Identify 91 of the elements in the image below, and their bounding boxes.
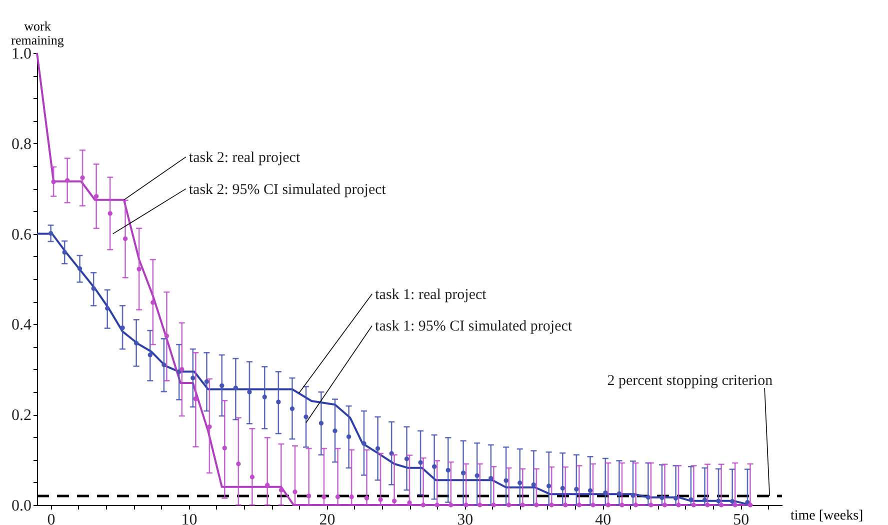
point bbox=[392, 498, 397, 504]
point bbox=[364, 496, 370, 501]
point bbox=[306, 494, 312, 498]
point bbox=[332, 428, 338, 434]
point bbox=[278, 488, 284, 492]
point bbox=[432, 464, 437, 469]
point bbox=[94, 194, 99, 199]
point bbox=[346, 434, 352, 440]
x-tick-label: 50 bbox=[733, 512, 750, 525]
point bbox=[247, 390, 252, 394]
point bbox=[120, 325, 125, 330]
point bbox=[588, 488, 593, 493]
point bbox=[460, 470, 466, 476]
point bbox=[418, 460, 423, 465]
point bbox=[262, 394, 267, 400]
point bbox=[574, 486, 579, 492]
point bbox=[65, 178, 70, 183]
point bbox=[518, 480, 522, 486]
point bbox=[322, 494, 326, 500]
point bbox=[446, 468, 450, 473]
point bbox=[236, 462, 241, 466]
y-tick-label: 0.2 bbox=[12, 407, 32, 424]
point bbox=[134, 340, 139, 346]
point bbox=[730, 499, 735, 504]
point bbox=[290, 406, 295, 412]
point bbox=[207, 424, 212, 430]
x-tick-label: 0 bbox=[47, 512, 56, 525]
annotation: task 1: 95% CI simulated project bbox=[375, 318, 573, 335]
point bbox=[504, 478, 508, 483]
y-tick-label: 1.0 bbox=[12, 46, 32, 62]
point bbox=[164, 334, 170, 338]
point bbox=[404, 456, 410, 462]
point bbox=[190, 376, 196, 380]
point bbox=[673, 496, 678, 501]
y-tick-label: 0.6 bbox=[12, 226, 32, 244]
point bbox=[630, 493, 636, 498]
annotation: 2 percent stopping criterion bbox=[607, 372, 774, 389]
point bbox=[136, 266, 142, 272]
point bbox=[603, 490, 608, 496]
point bbox=[646, 494, 651, 500]
point bbox=[378, 497, 383, 502]
point bbox=[375, 446, 380, 451]
point bbox=[180, 367, 184, 372]
point bbox=[488, 476, 494, 481]
y-tick-label: 0.4 bbox=[12, 316, 32, 334]
point bbox=[702, 498, 708, 502]
point bbox=[716, 498, 721, 504]
point bbox=[474, 473, 480, 478]
x-tick-label: 40 bbox=[595, 512, 612, 525]
point bbox=[80, 175, 85, 180]
y-tick-label: 0.0 bbox=[12, 498, 32, 514]
point bbox=[108, 211, 112, 216]
point bbox=[304, 414, 308, 420]
y-tick-label: 0.8 bbox=[12, 136, 32, 153]
point bbox=[150, 300, 156, 305]
point bbox=[148, 352, 152, 358]
point bbox=[91, 286, 96, 291]
point bbox=[531, 482, 536, 487]
point bbox=[204, 379, 210, 384]
point bbox=[660, 495, 664, 500]
x-tick-label: 30 bbox=[457, 512, 474, 525]
point bbox=[62, 250, 67, 255]
point bbox=[77, 266, 82, 271]
x-tick-label: 10 bbox=[181, 512, 198, 525]
point bbox=[162, 362, 166, 368]
annotation: task 2: 95% CI simulated project bbox=[188, 182, 387, 198]
point bbox=[335, 494, 340, 500]
point bbox=[222, 446, 227, 450]
point bbox=[616, 491, 622, 496]
point bbox=[318, 420, 324, 426]
point bbox=[349, 494, 354, 500]
annotation: task 2: real project bbox=[188, 150, 301, 166]
y-axis-title: work remaining bbox=[11, 18, 64, 48]
x-axis-title: time [weeks] bbox=[790, 508, 864, 524]
point bbox=[265, 482, 270, 488]
point bbox=[560, 486, 565, 491]
point bbox=[292, 490, 298, 494]
point bbox=[122, 236, 128, 242]
point bbox=[48, 231, 54, 236]
point bbox=[250, 474, 255, 480]
annotation: task 1: real project bbox=[375, 286, 488, 303]
point bbox=[51, 179, 56, 184]
point bbox=[362, 441, 366, 446]
point bbox=[233, 386, 238, 390]
point bbox=[193, 396, 198, 402]
point bbox=[688, 497, 694, 502]
x-tick-label: 20 bbox=[319, 512, 336, 525]
point bbox=[276, 400, 281, 404]
point bbox=[220, 383, 224, 388]
point bbox=[546, 484, 552, 488]
point bbox=[105, 306, 110, 311]
